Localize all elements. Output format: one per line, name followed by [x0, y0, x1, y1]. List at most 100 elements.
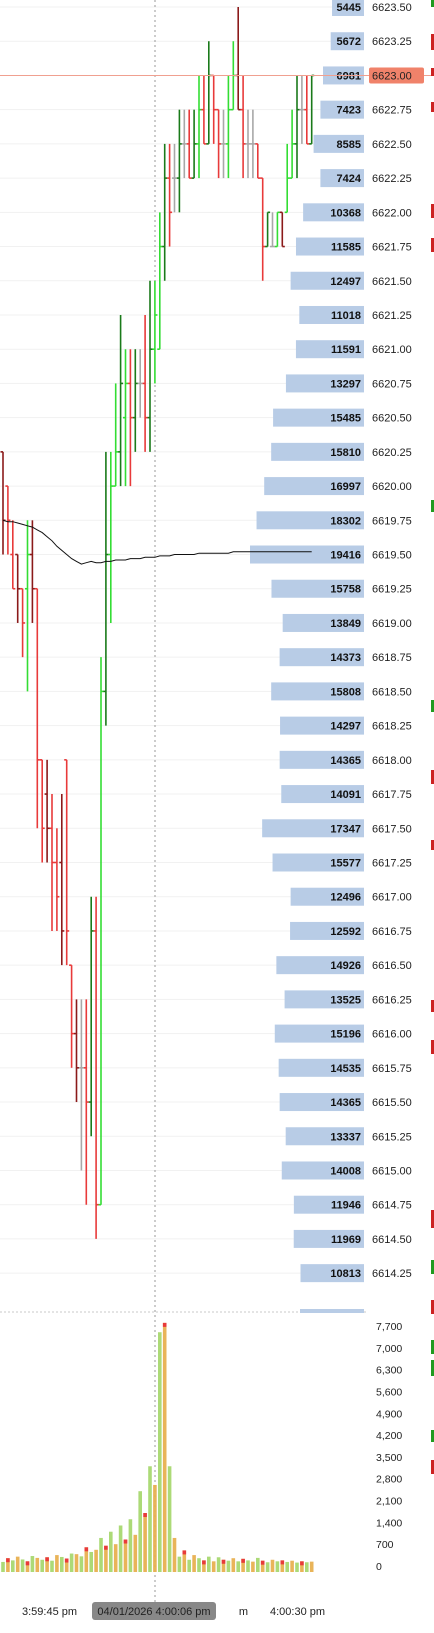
profile-label: 15196 [330, 1029, 361, 1041]
profile-bar [290, 887, 364, 906]
ohlc-bar [274, 211, 280, 248]
volume-bar [55, 1555, 59, 1572]
volume-bar [148, 1466, 152, 1572]
profile-label: 12497 [330, 276, 361, 288]
volume-bar [153, 1484, 157, 1572]
ohlc-bar [255, 143, 261, 179]
ohlc-bar [44, 759, 50, 863]
ohlc-bar [0, 451, 6, 555]
ohlc-bar [142, 314, 148, 452]
edge-mark [431, 1360, 434, 1376]
profile-label: 11585 [331, 242, 361, 254]
ohlc-bar [132, 349, 138, 452]
price-tick-label: 6622.50 [372, 139, 412, 151]
volume-bar [295, 1562, 299, 1572]
volume-tick-red [260, 1560, 265, 1565]
ohlc-bar [69, 964, 75, 1068]
profile-bar [320, 100, 364, 119]
volume-axis[interactable]: 7,700 7,000 6,300 5,600 4,900 4,200 3,500 2,800… [376, 1321, 402, 1573]
ohlc-bar [20, 587, 26, 658]
profile-bar [273, 408, 364, 427]
profile-label: 10368 [330, 207, 361, 219]
edge-mark [431, 1340, 434, 1354]
ohlc-bar [15, 553, 21, 623]
volume-bar [20, 1559, 25, 1572]
ohlc-bar [196, 75, 202, 179]
volume-bar [182, 1550, 187, 1572]
price-tick-label: 6619.75 [372, 515, 412, 527]
profile-bar [271, 442, 364, 461]
profile-bar [330, 32, 364, 51]
ohlc-bar [265, 211, 271, 248]
profile-label: 14091 [330, 789, 361, 801]
price-tick-label: 6620.25 [372, 447, 412, 459]
volume-bar [251, 1561, 255, 1572]
ohlc-bar [201, 75, 207, 145]
profile-label: 13849 [330, 618, 361, 630]
price-tick-label: 6622.25 [372, 173, 412, 185]
ohlc-bar [127, 349, 133, 487]
ohlc-bar [59, 794, 65, 966]
price-tick-label: 6614.25 [372, 1268, 412, 1280]
volume-bar [236, 1561, 240, 1572]
volume-bar [133, 1534, 138, 1572]
volume-bar [84, 1547, 89, 1572]
price-tick-label: 6614.75 [372, 1200, 412, 1212]
price-tick-label: 6614.50 [372, 1234, 412, 1246]
ohlc-bar [181, 109, 187, 179]
profile-bar [332, 0, 364, 16]
ohlc-bar [294, 75, 300, 179]
volume-tick-label: 0 [376, 1561, 382, 1573]
price-tick-label: 6623.25 [372, 36, 412, 48]
ohlc-bar [108, 451, 114, 623]
volume-bar [246, 1560, 250, 1572]
volume-bar [60, 1556, 64, 1572]
ohlc-bar [152, 280, 158, 384]
time-axis[interactable]: 3:59:45 pm 4:00:30 pm m 04/01/2026 4:00:06 … [22, 1602, 325, 1620]
ohlc-bar [78, 999, 84, 1171]
profile-bar [299, 305, 364, 324]
profile-bar [285, 374, 364, 393]
vwap-line [2, 519, 312, 565]
profile-label: 14297 [330, 721, 361, 733]
ohlc-bar [147, 280, 153, 452]
profile-label: 14008 [330, 1165, 361, 1177]
profile-bar [256, 511, 364, 530]
price-tick-label: 6616.00 [372, 1029, 412, 1041]
volume-tick-red [202, 1560, 206, 1565]
ohlc-bar [270, 212, 275, 248]
price-bars [0, 7, 315, 1239]
volume-tick-label: 3,500 [376, 1452, 402, 1464]
ohlc-bar [176, 109, 182, 213]
volume-bar [158, 1332, 162, 1572]
ohlc-bar [74, 999, 79, 1103]
profile-bar [293, 1195, 364, 1214]
edge-mark [431, 102, 434, 112]
ohlc-bar [54, 828, 60, 931]
volume-bar [89, 1551, 93, 1572]
ohlc-bar [5, 485, 11, 555]
volume-bar [138, 1491, 142, 1572]
volume-bar [143, 1513, 147, 1572]
profile-bar [272, 853, 364, 872]
profile-bar [290, 921, 364, 940]
profile-label: 7423 [337, 105, 361, 117]
profile-label: 14535 [330, 1063, 361, 1075]
volume-bar [109, 1531, 113, 1572]
volume-bar [265, 1562, 270, 1572]
ohlc-bar [206, 41, 212, 145]
volume-bar [11, 1560, 15, 1572]
profile-bar [290, 271, 364, 290]
volume-bar [260, 1560, 265, 1572]
ohlc-bar [157, 212, 163, 351]
price-tick-label: 6621.00 [372, 344, 412, 356]
crosshair-time-badge [92, 1602, 216, 1620]
volume-tick-red [300, 1561, 304, 1566]
price-tick-label: 6622.75 [372, 105, 412, 117]
volume-bar [226, 1560, 231, 1572]
volume-bar [104, 1545, 108, 1572]
price-axis[interactable]: 6623.50 6623.25 6623.00 6622.75 6622.50 6622.… [369, 2, 424, 1280]
price-tick-label: 6618.25 [372, 721, 412, 733]
profile-bar [271, 682, 364, 701]
